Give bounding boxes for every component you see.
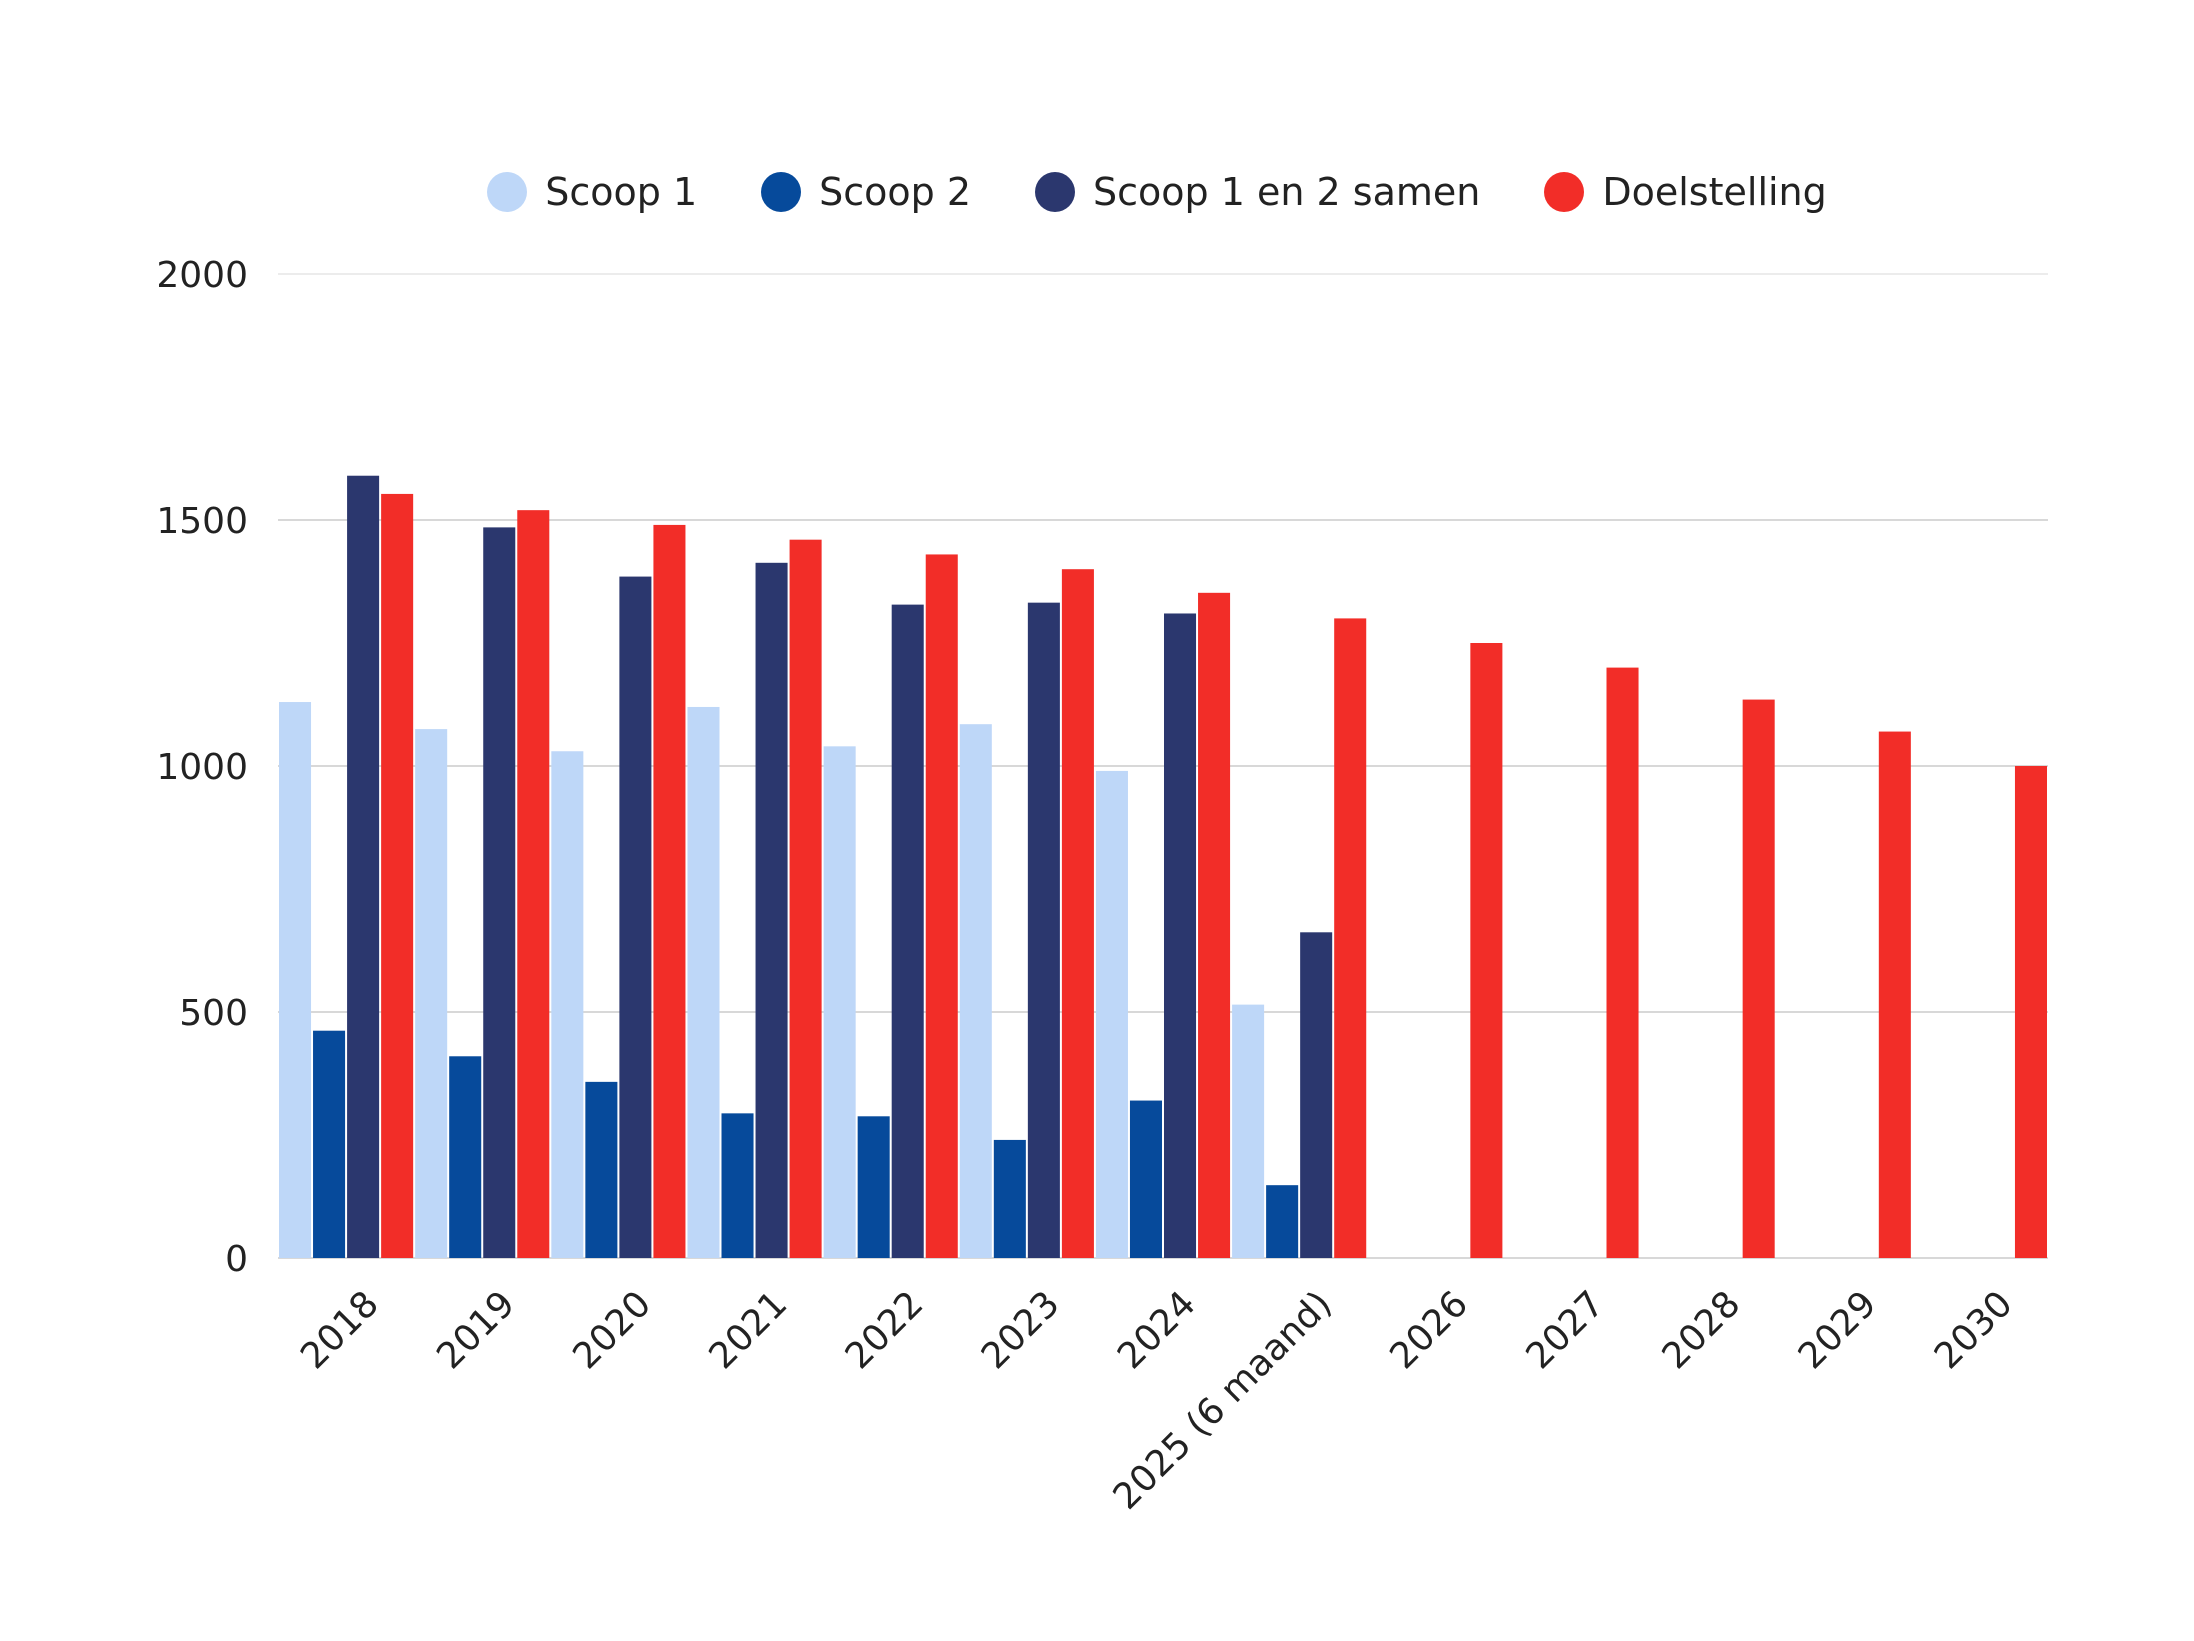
x-tick-label: 2023	[974, 1283, 1068, 1377]
bar-doelstelling-2022[interactable]	[925, 554, 958, 1258]
bar-doelstelling-2021[interactable]	[789, 539, 822, 1258]
y-tick-label: 1500	[156, 501, 248, 542]
x-tick-label: 2030	[1927, 1283, 2021, 1377]
legend-swatch-scoop-2	[761, 172, 802, 212]
bar-doelstelling-2023[interactable]	[1061, 569, 1094, 1258]
bar-scoop-2-2018[interactable]	[313, 1030, 346, 1258]
bar-doelstelling-2027[interactable]	[1606, 667, 1639, 1258]
bar-scoop-1-en-2-samen-2018[interactable]	[347, 475, 380, 1259]
legend-item-scoop-1-en-2[interactable]: Scoop 1 en 2 samen	[1035, 170, 1480, 214]
bar-scoop-1-en-2-samen-2025-6-maand[interactable]	[1300, 932, 1333, 1258]
bar-scoop-1-2020[interactable]	[551, 751, 584, 1258]
bar-scoop-2-2022[interactable]	[857, 1116, 890, 1258]
bar-scoop-1-2023[interactable]	[959, 724, 992, 1258]
bar-scoop-1-en-2-samen-2019[interactable]	[483, 527, 516, 1258]
bar-scoop-2-2019[interactable]	[449, 1056, 482, 1258]
legend-item-doelstelling[interactable]: Doelstelling	[1544, 170, 1827, 214]
bar-doelstelling-2028[interactable]	[1742, 699, 1775, 1258]
bar-scoop-1-en-2-samen-2022[interactable]	[891, 604, 924, 1258]
x-tick-label: 2021	[702, 1283, 796, 1377]
bar-scoop-2-2024[interactable]	[1129, 1100, 1162, 1258]
x-tick-label: 2022	[838, 1283, 932, 1377]
bar-doelstelling-2026[interactable]	[1470, 643, 1503, 1258]
legend-swatch-doelstelling	[1544, 172, 1585, 212]
bar-scoop-2-2021[interactable]	[721, 1113, 754, 1258]
legend-label-scoop-1-en-2: Scoop 1 en 2 samen	[1093, 170, 1481, 214]
y-tick-label: 2000	[156, 255, 248, 296]
bar-scoop-1-2022[interactable]	[823, 746, 856, 1258]
bar-doelstelling-2024[interactable]	[1198, 592, 1231, 1258]
legend-swatch-scoop-1	[487, 172, 528, 212]
bar-doelstelling-2018[interactable]	[381, 493, 414, 1258]
bar-doelstelling-2019[interactable]	[517, 510, 550, 1258]
x-tick-label: 2028	[1655, 1283, 1749, 1377]
x-tick-label: 2018	[293, 1283, 387, 1377]
bar-scoop-1-en-2-samen-2023[interactable]	[1027, 602, 1060, 1258]
bar-doelstelling-2025-6-maand[interactable]	[1334, 618, 1367, 1258]
bar-scoop-1-2024[interactable]	[1095, 770, 1128, 1258]
bar-scoop-1-2019[interactable]	[415, 729, 448, 1258]
bar-scoop-1-en-2-samen-2021[interactable]	[755, 562, 788, 1258]
bar-scoop-1-2025-6-maand[interactable]	[1232, 1004, 1265, 1258]
legend-label-scoop-2: Scoop 2	[819, 170, 972, 214]
bar-scoop-1-2018[interactable]	[279, 702, 312, 1258]
bar-scoop-2-2025-6-maand[interactable]	[1266, 1185, 1299, 1258]
legend-item-scoop-1[interactable]: Scoop 1	[487, 170, 697, 214]
legend-label-doelstelling: Doelstelling	[1602, 170, 1827, 214]
legend-swatch-scoop-1-en-2	[1035, 172, 1076, 212]
bar-scoop-2-2023[interactable]	[993, 1139, 1026, 1258]
legend-item-scoop-2[interactable]: Scoop 2	[761, 170, 971, 214]
bar-doelstelling-2020[interactable]	[653, 524, 686, 1258]
x-tick-label: 2029	[1791, 1283, 1885, 1377]
legend-label-scoop-1: Scoop 1	[545, 170, 698, 214]
x-tick-label: 2024	[1110, 1283, 1204, 1377]
y-tick-label: 1000	[156, 747, 248, 788]
x-tick-label: 2026	[1382, 1283, 1476, 1377]
x-tick-label: 2019	[429, 1283, 523, 1377]
bar-scoop-1-2021[interactable]	[687, 706, 720, 1258]
x-tick-label: 2020	[565, 1283, 659, 1377]
bar-scoop-1-en-2-samen-2020[interactable]	[619, 576, 652, 1258]
x-tick-label: 2027	[1518, 1283, 1612, 1377]
y-tick-label: 0	[225, 1239, 248, 1280]
bar-scoop-2-2020[interactable]	[585, 1081, 618, 1258]
legend: Scoop 1 Scoop 2 Scoop 1 en 2 samen Doels…	[60, 170, 2194, 214]
bars	[279, 475, 2047, 1259]
bar-doelstelling-2030[interactable]	[2014, 766, 2047, 1258]
bar-scoop-1-en-2-samen-2024[interactable]	[1164, 613, 1197, 1258]
y-axis-tick-labels: 0 500 1000 1500 2000	[156, 255, 248, 1280]
y-tick-label: 500	[179, 993, 248, 1034]
bar-doelstelling-2029[interactable]	[1878, 731, 1911, 1258]
